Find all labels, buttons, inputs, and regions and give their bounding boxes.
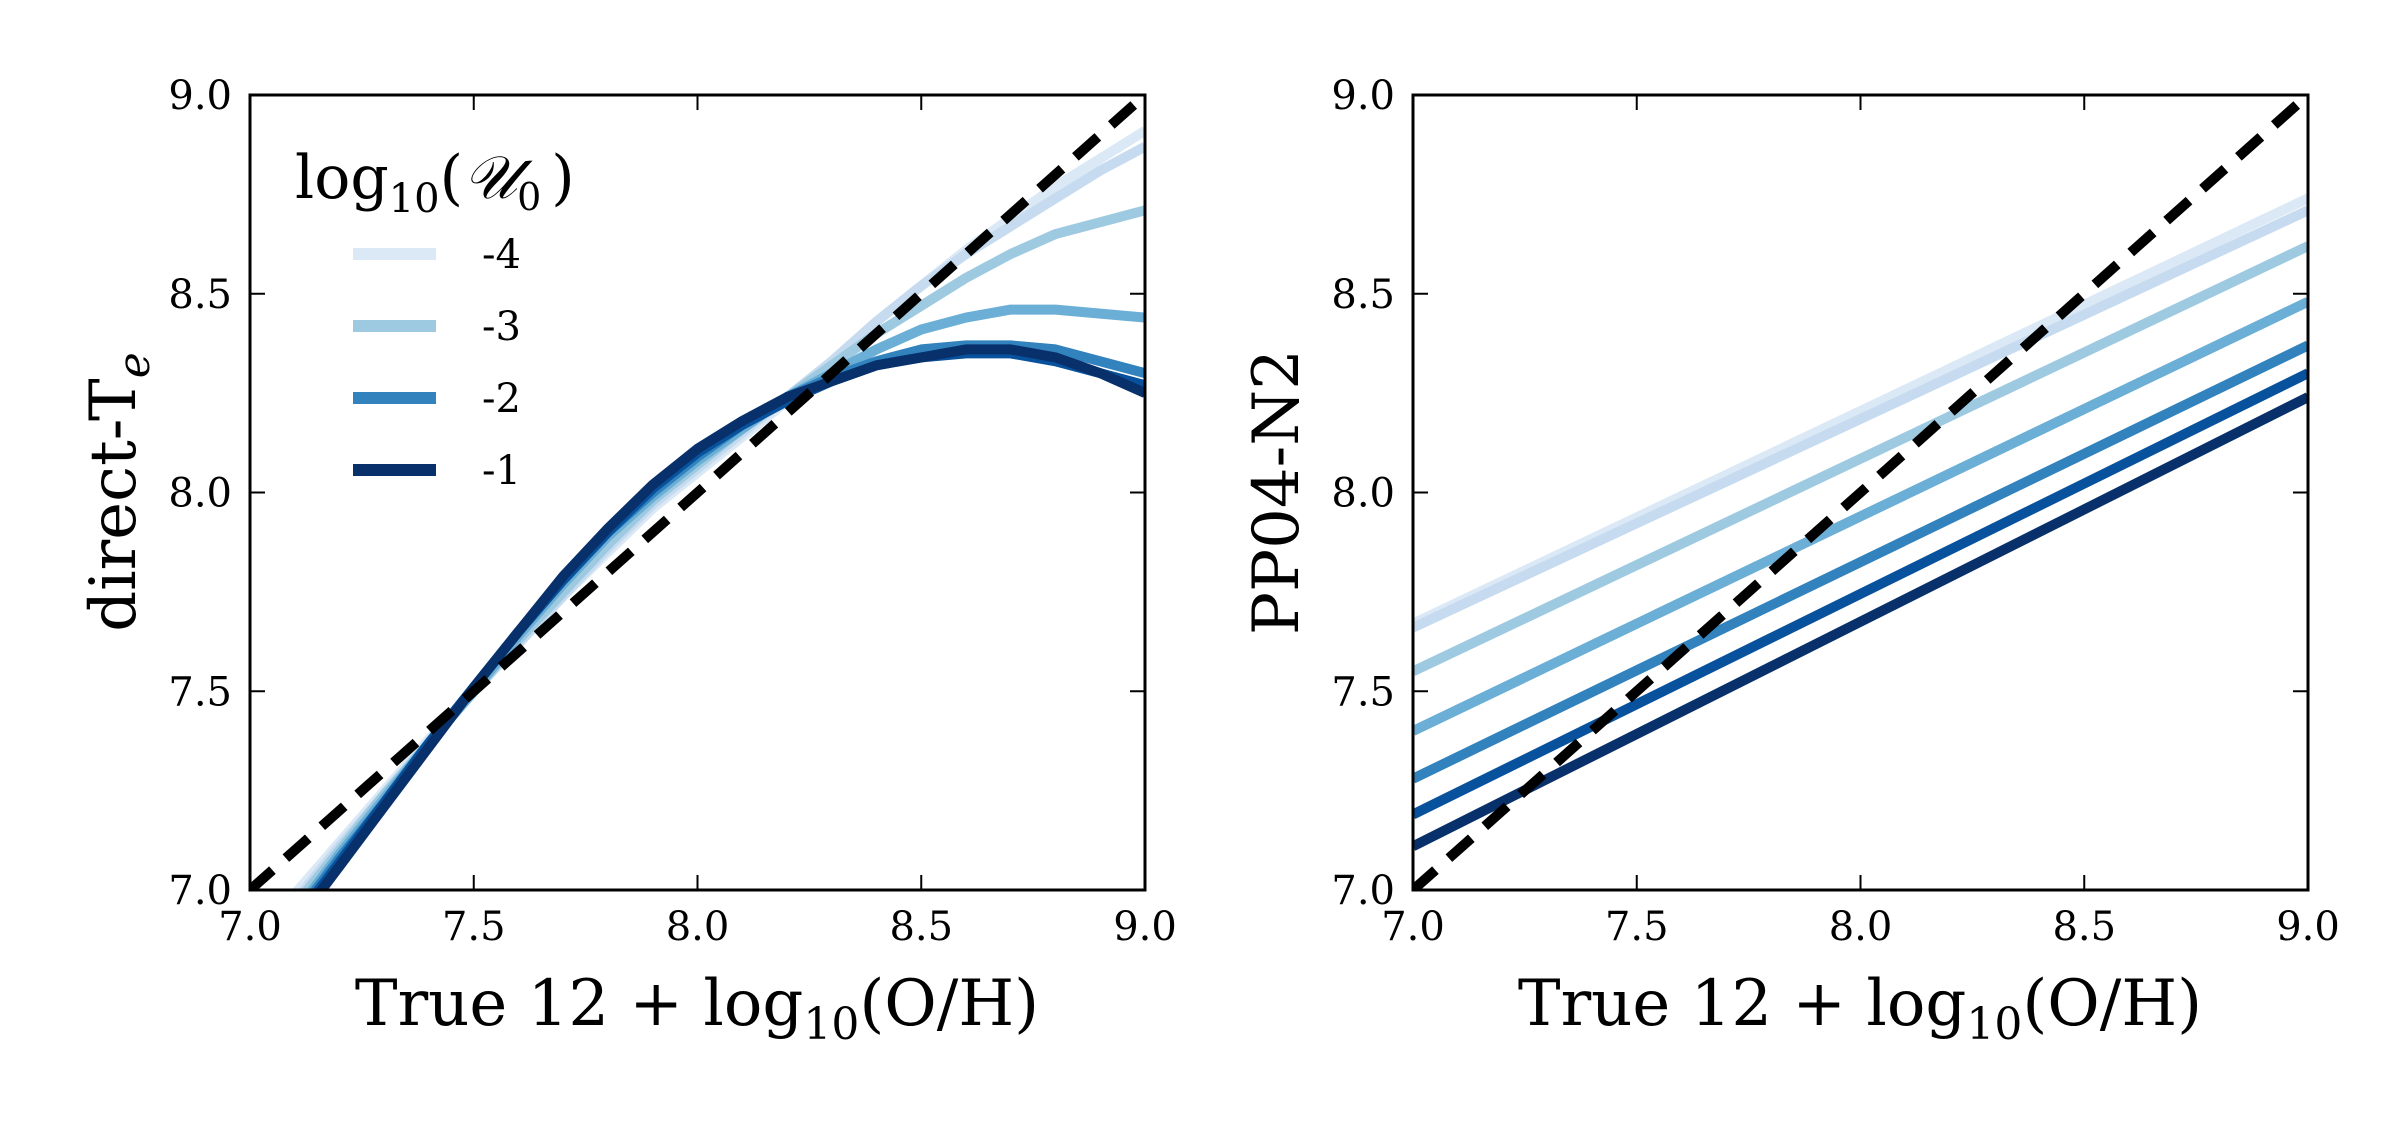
left-panel: 7.0 7.5 8.0 8.5 9.0 7.0 7.5 8.0 8.5 9.0 True 12 … bbox=[77, 73, 1177, 1050]
left-x-tick-labels: 7.0 7.5 8.0 8.5 9.0 bbox=[218, 904, 1177, 950]
right-x-tick-label: 7.5 bbox=[1605, 904, 1669, 950]
left-x-tick-label: 8.0 bbox=[666, 904, 730, 950]
left-y-tick-label: 7.5 bbox=[168, 669, 232, 715]
right-y-tick-label: 7.0 bbox=[1331, 868, 1395, 914]
legend-label: -3 bbox=[482, 304, 521, 350]
right-x-tick-label: 9.0 bbox=[2276, 904, 2340, 950]
right-x-tick-label: 7.0 bbox=[1381, 904, 1445, 950]
right-x-axis-label: True 12 + log10(O/H) bbox=[1518, 967, 2202, 1050]
legend-entry: -2 bbox=[353, 376, 521, 422]
legend-label: -2 bbox=[482, 376, 521, 422]
left-identity-dashed-line bbox=[250, 95, 1145, 890]
left-y-tick-label: 9.0 bbox=[168, 73, 232, 119]
right-x-tick-label: 8.0 bbox=[1829, 904, 1893, 950]
left-y-tick-label: 7.0 bbox=[168, 868, 232, 914]
left-y-tick-label: 8.0 bbox=[168, 471, 232, 517]
right-series-line-u-2.5 bbox=[1413, 297, 2308, 736]
left-y-axis-label: direct-Te bbox=[77, 352, 160, 632]
left-y-tick-labels: 7.0 7.5 8.0 8.5 9.0 bbox=[168, 73, 232, 914]
left-series-line-u-2.5 bbox=[306, 304, 1145, 890]
right-panel: 7.0 7.5 8.0 8.5 9.0 7.0 7.5 8.0 8.5 9.0 True 12 … bbox=[1240, 73, 2340, 1050]
left-series-line-u-1 bbox=[315, 344, 1145, 890]
right-y-tick-label: 8.5 bbox=[1331, 272, 1395, 318]
left-x-axis-label: True 12 + log10(O/H) bbox=[355, 967, 1039, 1050]
right-series-line-u-3 bbox=[1413, 241, 2308, 676]
left-x-tick-label: 9.0 bbox=[1113, 904, 1177, 950]
right-y-tick-label: 8.0 bbox=[1331, 471, 1395, 517]
right-plot-lines bbox=[1413, 95, 2308, 890]
legend-label: -1 bbox=[482, 448, 521, 494]
right-series-line-u-2 bbox=[1413, 340, 2308, 784]
left-x-tick-label: 7.0 bbox=[218, 904, 282, 950]
legend: log10(𝒰0) -4 -3 -2 -1 bbox=[295, 143, 575, 494]
left-series-line-u-3.5 bbox=[297, 142, 1145, 890]
right-ticks bbox=[1412, 94, 2309, 891]
right-y-axis-label: PP04-N2 bbox=[1240, 349, 1314, 635]
right-x-tick-label: 8.5 bbox=[2052, 904, 2116, 950]
legend-entry: -4 bbox=[353, 232, 521, 278]
right-identity-dashed-line bbox=[1413, 95, 2308, 890]
left-y-tick-label: 8.5 bbox=[168, 272, 232, 318]
right-series-line-u-1 bbox=[1413, 392, 2308, 851]
legend-title: log10(𝒰0) bbox=[295, 143, 575, 222]
right-series-line-u-3.5 bbox=[1413, 205, 2308, 633]
right-y-tick-label: 9.0 bbox=[1331, 73, 1395, 119]
legend-label: -4 bbox=[482, 232, 521, 278]
left-ticks bbox=[249, 94, 1146, 891]
left-x-tick-label: 7.5 bbox=[442, 904, 506, 950]
left-plot-lines bbox=[250, 95, 1145, 890]
right-series-line-u-1.5 bbox=[1413, 368, 2308, 819]
right-y-tick-labels: 7.0 7.5 8.0 8.5 9.0 bbox=[1331, 73, 1395, 914]
legend-entry: -1 bbox=[353, 448, 521, 494]
legend-entry: -3 bbox=[353, 304, 521, 350]
right-y-tick-label: 7.5 bbox=[1331, 669, 1395, 715]
left-x-tick-label: 8.5 bbox=[889, 904, 953, 950]
right-x-tick-labels: 7.0 7.5 8.0 8.5 9.0 bbox=[1381, 904, 2340, 950]
